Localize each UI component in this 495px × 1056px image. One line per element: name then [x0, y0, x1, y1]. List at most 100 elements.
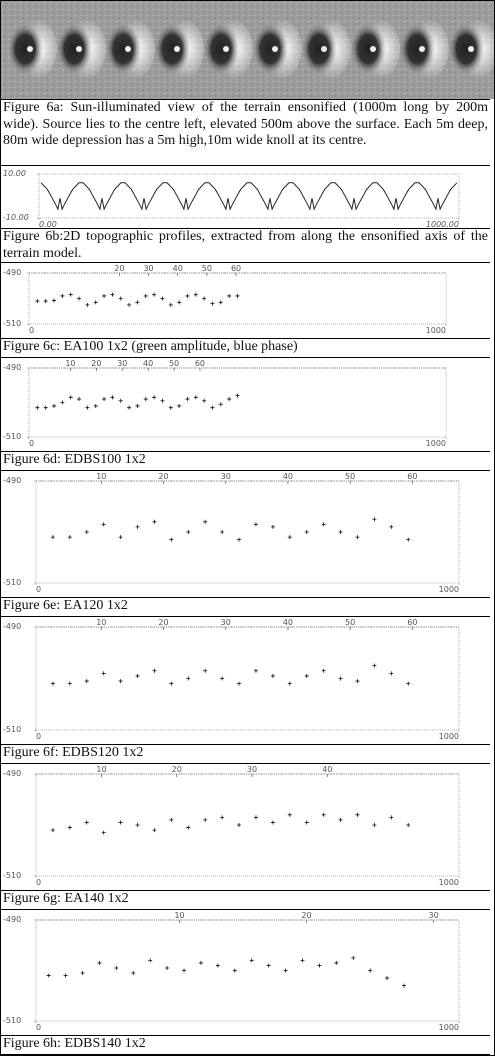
point — [169, 538, 173, 542]
point — [227, 294, 231, 298]
point — [102, 294, 106, 298]
y-tick-label: -510 — [3, 432, 21, 441]
point — [219, 402, 223, 406]
y-tick-label: -490 — [3, 622, 21, 631]
point — [69, 395, 73, 399]
y-tick-label: -490 — [3, 476, 21, 485]
point — [160, 399, 164, 403]
point — [136, 525, 140, 529]
point — [44, 299, 48, 303]
top-tick-label: 30 — [143, 264, 153, 273]
point — [51, 828, 55, 832]
point — [136, 823, 140, 827]
y-tick-label: -510 — [3, 319, 21, 328]
point — [322, 813, 326, 817]
top-tick-label: 10 — [96, 618, 106, 627]
point — [119, 535, 123, 539]
top-tick-label: 20 — [158, 618, 168, 627]
point — [368, 969, 372, 973]
plot: -490-510010002030405060 — [1, 263, 494, 338]
point — [355, 813, 359, 817]
point — [127, 406, 131, 410]
point — [85, 820, 89, 824]
point — [254, 669, 258, 673]
caption: Figure 6a: Sun-illuminated view of the t… — [1, 99, 490, 166]
point — [169, 682, 173, 686]
point — [119, 679, 123, 683]
x-tick-label: 1000 — [439, 585, 459, 594]
y-tick-label: -490 — [3, 769, 21, 778]
point — [233, 969, 237, 973]
point — [355, 679, 359, 683]
point — [102, 671, 106, 675]
caption: Figure 6h: EDBS140 1x2 — [1, 1035, 490, 1055]
point — [60, 401, 64, 405]
point — [102, 831, 106, 835]
point — [305, 674, 309, 678]
top-tick-label: 60 — [195, 359, 205, 368]
point — [389, 815, 393, 819]
point — [220, 677, 224, 681]
point — [135, 404, 139, 408]
point — [236, 394, 240, 398]
page: Figure 6a: Sun-illuminated view of the t… — [0, 0, 495, 1056]
point — [144, 397, 148, 401]
point — [254, 815, 258, 819]
point — [51, 535, 55, 539]
top-tick-label: 20 — [91, 359, 101, 368]
point — [202, 297, 206, 301]
point — [236, 294, 240, 298]
point — [237, 823, 241, 827]
point — [406, 682, 410, 686]
point — [372, 517, 376, 521]
point — [194, 395, 198, 399]
point — [334, 961, 338, 965]
point — [119, 399, 123, 403]
point — [186, 826, 190, 830]
point — [165, 966, 169, 970]
point — [186, 530, 190, 534]
point — [288, 682, 292, 686]
point — [136, 674, 140, 678]
point — [305, 820, 309, 824]
profile-line — [41, 183, 457, 209]
top-tick-label: 10 — [96, 472, 106, 481]
point — [64, 974, 68, 978]
plot-frame — [36, 774, 459, 876]
x-tick-label: 1000 — [439, 878, 459, 887]
point — [203, 520, 207, 524]
top-tick-label: 10 — [65, 359, 75, 368]
x-tick-label: 0.00 — [39, 220, 57, 228]
point — [250, 958, 254, 962]
point — [317, 963, 321, 967]
point — [119, 297, 123, 301]
point — [227, 397, 231, 401]
point — [94, 404, 98, 408]
point — [68, 826, 72, 830]
y-tick-label: 10.00 — [3, 169, 26, 178]
point — [177, 300, 181, 304]
plot: -490-51001000102030405060 — [1, 358, 494, 451]
top-tick-label: 40 — [322, 765, 332, 774]
point — [237, 682, 241, 686]
top-tick-label: 40 — [283, 618, 293, 627]
point — [182, 969, 186, 973]
top-tick-label: 50 — [345, 618, 355, 627]
caption: Figure 6g: EA140 1x2 — [1, 890, 490, 910]
point — [322, 522, 326, 526]
x-tick-label: 1000 — [426, 439, 446, 448]
point — [77, 297, 81, 301]
point — [35, 299, 39, 303]
point — [203, 818, 207, 822]
top-tick-label: 20 — [172, 765, 182, 774]
point — [199, 961, 203, 965]
point — [220, 815, 224, 819]
top-tick-label: 50 — [169, 359, 179, 368]
point — [152, 828, 156, 832]
point — [131, 971, 135, 975]
point — [185, 397, 189, 401]
y-tick-label: -490 — [3, 363, 21, 372]
point — [406, 823, 410, 827]
point — [51, 682, 55, 686]
